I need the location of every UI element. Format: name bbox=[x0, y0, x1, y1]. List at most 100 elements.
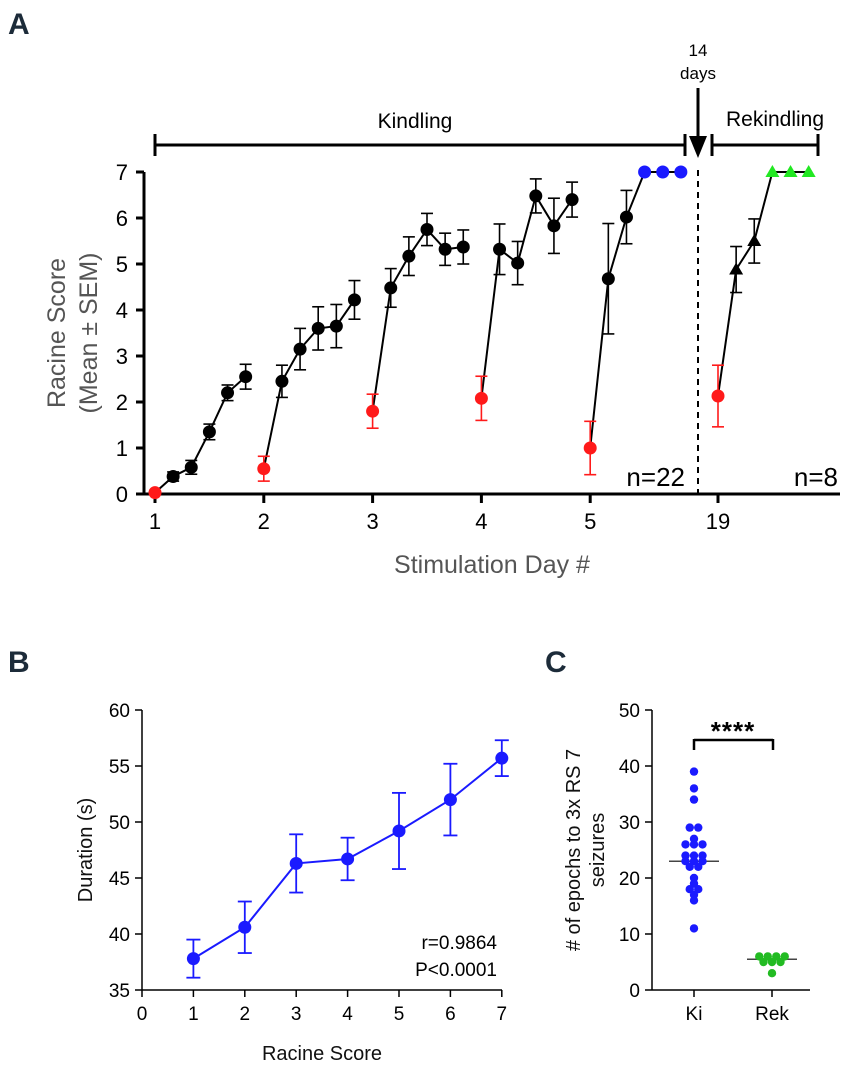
b-data-point bbox=[443, 793, 457, 807]
c-data-point bbox=[689, 924, 699, 933]
a-x-tick-label: 2 bbox=[258, 509, 270, 534]
a-x-ticks: 1 2 3 4 5 19 bbox=[149, 494, 730, 534]
c-data-point bbox=[694, 862, 703, 871]
a-data-point bbox=[711, 389, 725, 403]
b-correlation-p: P<0.0001 bbox=[415, 960, 497, 981]
a-data-point bbox=[438, 242, 452, 256]
a-y-axis-title-line1: Racine Score bbox=[43, 258, 71, 408]
a-y-tick-label: 6 bbox=[116, 206, 128, 231]
a-data-point-triangle bbox=[801, 165, 816, 177]
a-data-point bbox=[239, 370, 253, 384]
c-data-point bbox=[689, 896, 699, 905]
b-data-point bbox=[392, 824, 406, 838]
b-y-tick-label: 35 bbox=[109, 981, 130, 1002]
c-data-point bbox=[767, 969, 777, 978]
a-data-point bbox=[420, 223, 434, 236]
c-data-point bbox=[689, 784, 699, 793]
a-x-tick-label: 5 bbox=[584, 509, 596, 534]
a-data-point bbox=[184, 460, 198, 474]
a-data-point bbox=[656, 165, 670, 179]
b-correlation-r: r=0.9864 bbox=[421, 933, 497, 954]
a-data-point-triangle bbox=[783, 165, 798, 177]
b-series bbox=[186, 739, 509, 979]
a-y-ticks: 0 1 2 3 4 5 6 7 bbox=[116, 160, 144, 507]
panel-c: C 0 10 20 30 40 50 Ki Rek **** # of epochs to 3… bbox=[545, 646, 810, 1025]
b-x-tick-label: 7 bbox=[497, 1004, 508, 1025]
a-data-point bbox=[638, 165, 652, 179]
b-x-tick-label: 3 bbox=[291, 1004, 302, 1025]
c-significance-stars: **** bbox=[711, 716, 755, 746]
a-data-point-triangle bbox=[729, 262, 744, 275]
c-y-tick-label: 30 bbox=[619, 813, 640, 834]
c-data-point bbox=[681, 840, 690, 849]
a-data-point bbox=[347, 293, 361, 307]
c-y-tick-label: 10 bbox=[619, 925, 640, 946]
gap-label-days-number: 14 bbox=[689, 41, 708, 60]
a-data-point bbox=[474, 391, 488, 405]
c-y-tick-label: 50 bbox=[619, 701, 640, 722]
c-y-tick-label: 40 bbox=[619, 757, 640, 778]
a-series bbox=[148, 165, 816, 500]
a-x-tick-label: 19 bbox=[706, 509, 730, 534]
b-y-tick-label: 40 bbox=[109, 925, 130, 946]
a-data-point bbox=[329, 319, 343, 333]
c-points bbox=[669, 767, 797, 978]
a-data-point-triangle bbox=[765, 165, 780, 177]
c-data-point bbox=[694, 823, 703, 832]
a-data-point bbox=[456, 240, 470, 254]
panel-c-letter: C bbox=[545, 646, 567, 679]
a-series-line bbox=[371, 227, 464, 412]
b-x-tick-label: 0 bbox=[137, 1004, 148, 1025]
b-y-tick-label: 45 bbox=[109, 869, 130, 890]
b-y-tick-label: 55 bbox=[109, 757, 130, 778]
panel-a-letter: A bbox=[8, 8, 30, 41]
a-data-point bbox=[601, 272, 615, 286]
a-data-point bbox=[493, 242, 507, 256]
a-data-point bbox=[565, 193, 579, 207]
c-data-point bbox=[759, 957, 768, 967]
b-x-axis-title: Racine Score bbox=[262, 1043, 382, 1065]
b-data-point bbox=[238, 920, 252, 934]
kindling-label: Kindling bbox=[378, 110, 453, 133]
c-x-tick-label: Rek bbox=[755, 1004, 789, 1025]
a-y-tick-label: 0 bbox=[116, 482, 128, 507]
c-x-tick-label: Ki bbox=[686, 1004, 703, 1025]
a-data-point bbox=[674, 165, 688, 179]
b-data-point bbox=[341, 852, 355, 866]
a-data-point-triangle bbox=[747, 234, 762, 246]
c-data-point bbox=[689, 840, 699, 849]
a-x-tick-label: 3 bbox=[366, 509, 378, 534]
a-data-point bbox=[583, 441, 597, 455]
c-data-point bbox=[689, 795, 699, 804]
a-x-tick-label: 1 bbox=[149, 509, 161, 534]
c-data-point bbox=[685, 823, 694, 832]
b-x-tick-label: 1 bbox=[188, 1004, 199, 1025]
c-data-point bbox=[689, 767, 699, 776]
c-data-point bbox=[685, 862, 694, 871]
a-data-point bbox=[402, 249, 416, 263]
a-y-tick-label: 7 bbox=[116, 160, 128, 185]
a-data-point bbox=[311, 321, 325, 335]
c-ticks: 0 10 20 30 40 50 Ki Rek bbox=[619, 701, 790, 1025]
rekindling-label: Rekindling bbox=[726, 108, 824, 131]
b-y-tick-label: 60 bbox=[109, 701, 130, 722]
a-x-tick-label: 4 bbox=[475, 509, 487, 534]
a-data-point bbox=[366, 404, 380, 418]
b-x-tick-label: 5 bbox=[394, 1004, 405, 1025]
a-data-point bbox=[511, 256, 525, 270]
b-y-tick-label: 50 bbox=[109, 813, 130, 834]
a-data-point bbox=[293, 342, 307, 356]
b-data-point bbox=[495, 751, 509, 765]
n-kindling-label: n=22 bbox=[626, 462, 685, 492]
a-data-point bbox=[148, 486, 162, 500]
a-data-point bbox=[619, 210, 633, 224]
b-x-tick-label: 2 bbox=[240, 1004, 251, 1025]
c-data-point bbox=[698, 840, 707, 849]
a-data-point bbox=[547, 219, 561, 233]
a-x-axis-title: Stimulation Day # bbox=[394, 551, 590, 579]
a-y-tick-label: 1 bbox=[116, 436, 128, 461]
b-y-axis-title: Duration (s) bbox=[75, 798, 97, 902]
c-data-point bbox=[767, 957, 777, 967]
gap-label-days-unit: days bbox=[680, 64, 716, 83]
